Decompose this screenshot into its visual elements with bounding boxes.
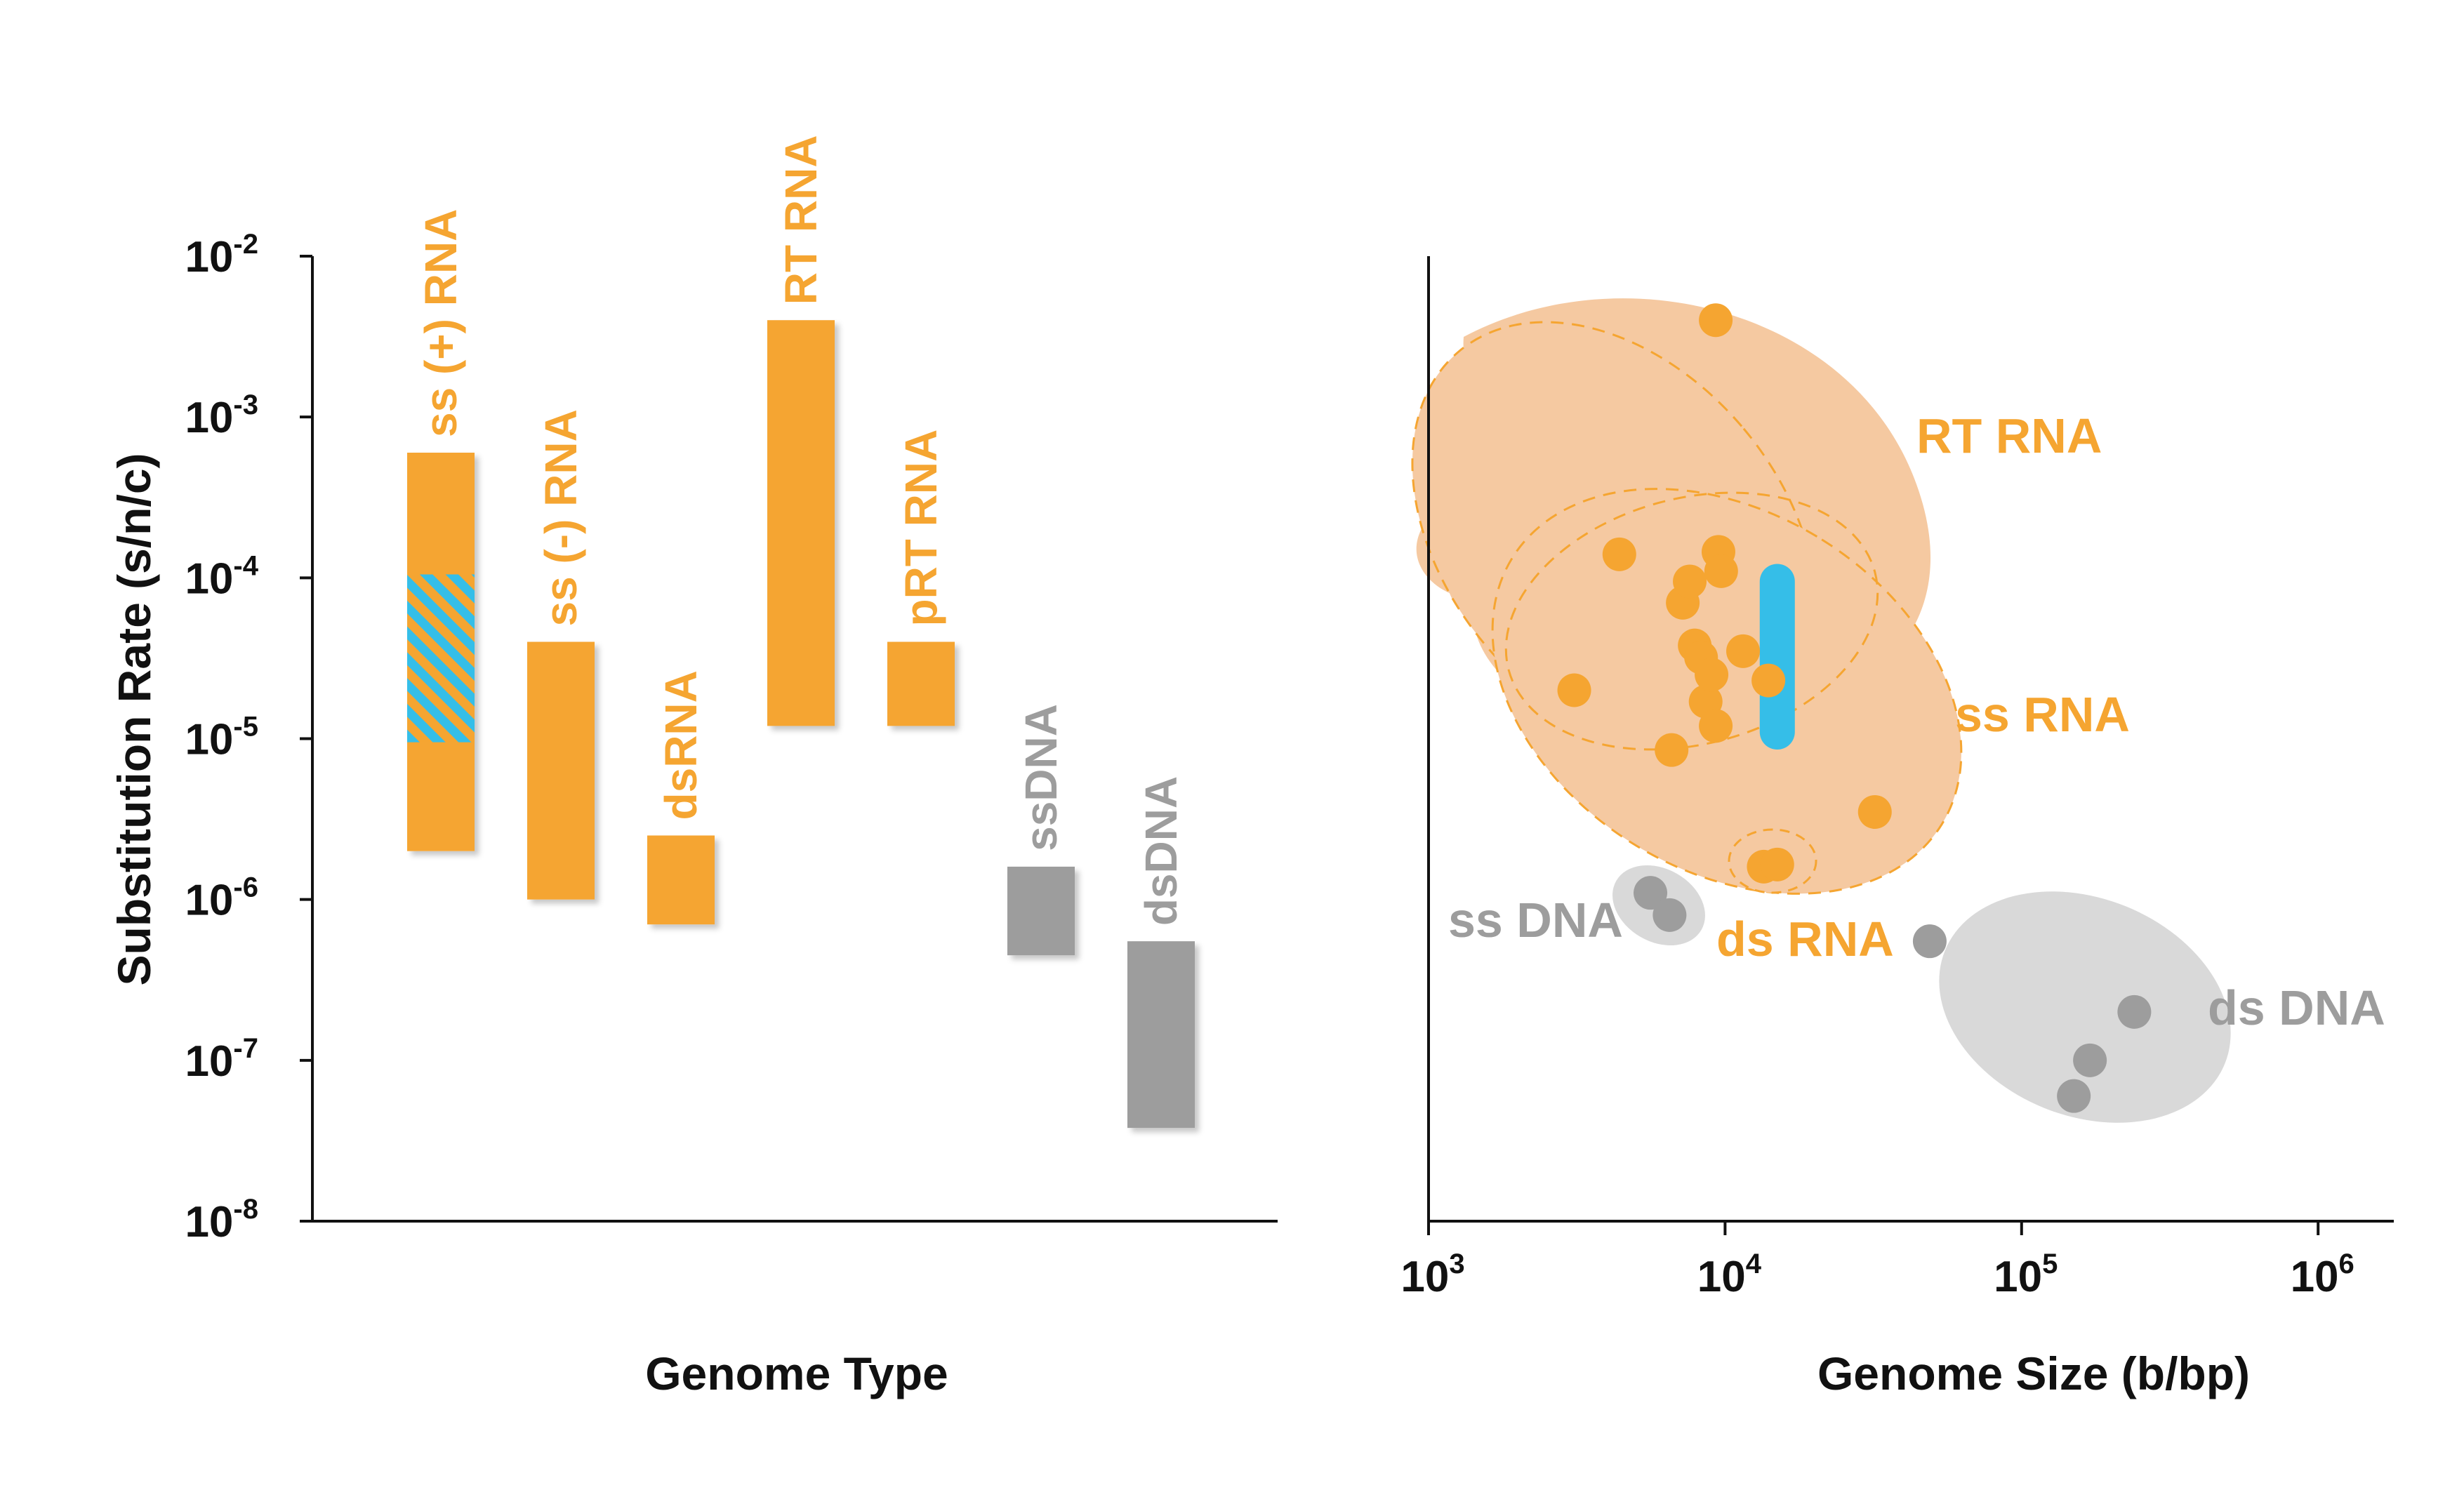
left-y-ticks: 10-2 10-3 10-4 10-5 10-6 10-7 10-8	[185, 229, 312, 1246]
bar-2	[527, 641, 595, 900]
region-label-rt-rna: RT RNA	[1916, 408, 2102, 463]
rna-point-4	[1655, 733, 1689, 767]
dna-point-6	[2057, 1079, 2091, 1113]
bar-6	[1007, 866, 1075, 956]
right-points	[1557, 303, 2152, 1113]
left-y-axis-title: Substitution Rate (s/n/c)	[108, 453, 160, 986]
region-ss-rna	[1491, 488, 1963, 895]
dna-point-5	[2073, 1043, 2107, 1077]
right-x-axis-title: Genome Size (b/bp)	[1817, 1347, 2250, 1399]
bar-1-hatched-segment	[407, 574, 475, 743]
left-x-axis-title: Genome Type	[645, 1347, 948, 1399]
bar-label-2: ss (-) RNA	[536, 409, 586, 626]
right-axes	[1427, 256, 2394, 1223]
dna-point-4	[2117, 994, 2152, 1029]
right-x-tick-label: 103	[1400, 1249, 1464, 1301]
bar-label-5: pRT RNA	[896, 430, 946, 627]
rna-point-6	[1673, 564, 1707, 599]
genome-size-scatter-chart: 103 104 105 106 RT RNA ss RNA ds RNA ss DNA…	[1400, 256, 2394, 1399]
left-y-tick-label: 10-4	[185, 550, 258, 603]
bar-5	[887, 641, 955, 726]
region-label-ds-dna: ds DNA	[2208, 980, 2385, 1035]
rna-point-15	[1751, 663, 1786, 698]
substitution-rate-bar-chart: 10-210-310-410-510-610-710-8 ss (+) RNAs…	[108, 135, 1278, 1399]
bar-label-6: ssDNA	[1016, 704, 1066, 851]
left-y-tick-label: 10-8	[185, 1194, 258, 1246]
dna-point-2	[1652, 898, 1687, 932]
rna-point-16	[1857, 794, 1892, 829]
bar-label-1: ss (+) RNA	[416, 209, 466, 437]
bar-3	[647, 835, 715, 925]
region-label-ss-rna: ss RNA	[1955, 687, 2130, 742]
bar-4	[767, 320, 835, 726]
region-label-ds-rna: ds RNA	[1716, 912, 1894, 966]
bar-label-3: dsRNA	[656, 670, 706, 820]
right-region-labels: RT RNA ss RNA ds RNA ss DNA ds DNA	[1448, 408, 2385, 1035]
dna-point-1	[1634, 876, 1668, 910]
left-y-tick-label: 10-7	[185, 1033, 258, 1086]
rna-point-3	[1602, 537, 1636, 571]
right-x-tick-label: 105	[1994, 1249, 2058, 1301]
bar-7	[1127, 941, 1195, 1129]
left-bar-labels: ss (+) RNA ss (-) RNA dsRNA RT RNA pRT RNA ss…	[416, 135, 1186, 926]
right-regions	[1411, 298, 2231, 1123]
rna-point-10	[1695, 658, 1729, 692]
rna-point-1	[1699, 303, 1733, 338]
rna-point-2	[1557, 673, 1591, 707]
region-ss-rna-inner	[1504, 491, 1879, 751]
right-x-ticks: 103 104 105 106	[1400, 1221, 2354, 1301]
rna-point-18	[1760, 847, 1794, 881]
bar-label-4: RT RNA	[776, 135, 826, 305]
region-label-ss-dna: ss DNA	[1448, 893, 1623, 947]
rna-point-11	[1699, 709, 1733, 743]
dna-point-3	[1912, 924, 1947, 959]
left-y-tick-label: 10-2	[185, 229, 258, 281]
right-x-tick-label: 104	[1697, 1249, 1762, 1301]
right-x-tick-label: 106	[2291, 1249, 2354, 1301]
left-bars	[407, 320, 1195, 1129]
rna-point-14	[1726, 634, 1761, 668]
rna-point-13	[1704, 554, 1738, 588]
left-y-tick-label: 10-3	[185, 390, 258, 442]
region-ds-dna	[1939, 891, 2231, 1123]
left-y-tick-label: 10-5	[185, 712, 258, 764]
bar-label-7: dsDNA	[1136, 776, 1186, 926]
left-y-tick-label: 10-6	[185, 872, 258, 925]
